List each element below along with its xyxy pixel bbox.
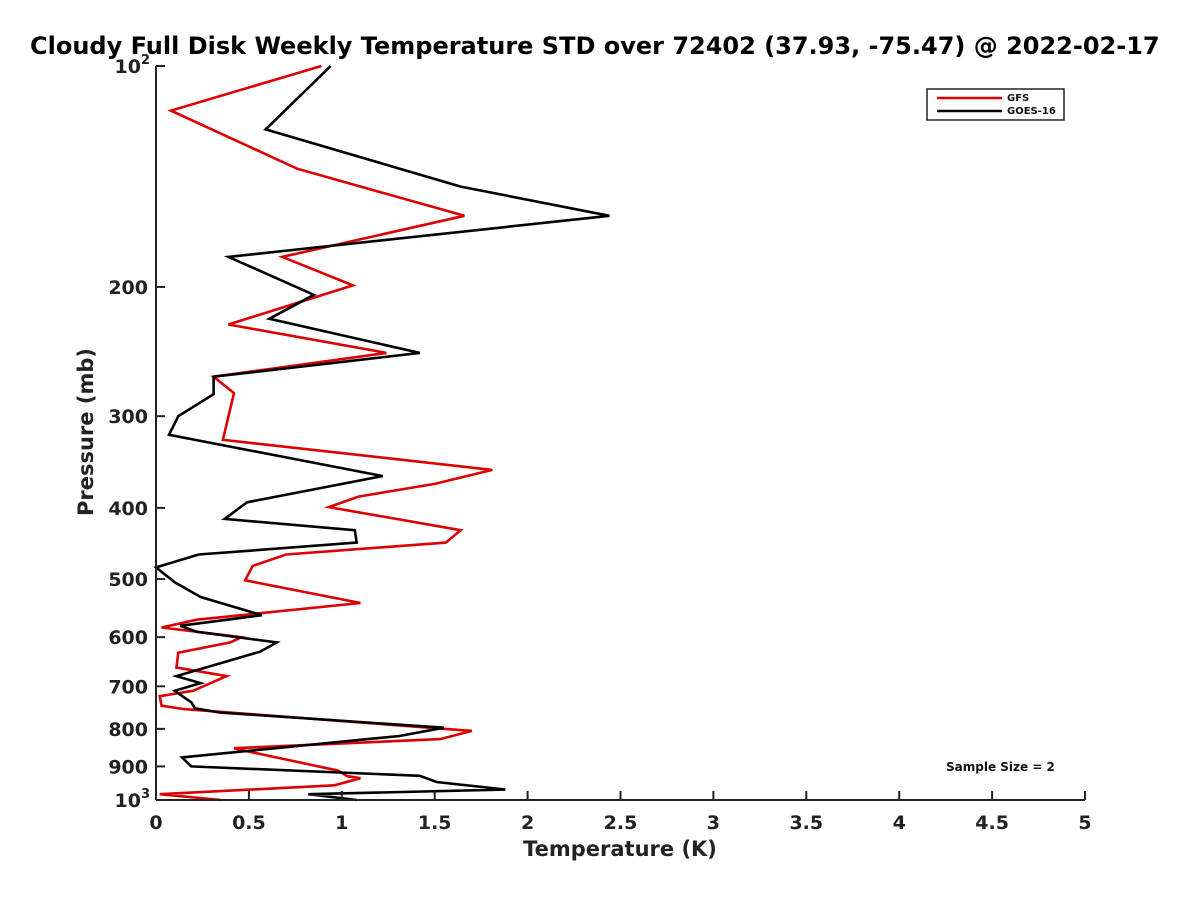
legend-label-goes16: GOES-16 [1007,106,1056,117]
y-tick-label: 102 [115,53,151,78]
sample-size-annotation: Sample Size = 2 [946,760,1055,774]
y-tick-label: 600 [108,627,148,649]
x-tick-label: 1.5 [418,812,452,834]
x-axis-label: Temperature (K) [523,837,717,861]
series-layer [153,64,610,802]
legend-box [926,88,1065,121]
x-tick-label: 0 [149,812,162,834]
y-tick-label: 400 [108,498,148,520]
x-tick-label: 2 [521,812,534,834]
x-tick-label: 1 [335,812,348,834]
y-ticks: 102 200 300 400 500 600 700 800 900 103 [108,53,165,812]
y-tick-label: 500 [108,569,148,591]
series-line-goes16 [153,65,610,802]
legend: GFS GOES-16 [926,88,1065,121]
y-tick-label: 200 [108,277,148,299]
x-tick-label: 3.5 [789,812,823,834]
y-tick-label: 700 [108,676,148,698]
y-tick-label: 103 [115,787,151,812]
y-tick-label: 800 [108,719,148,741]
x-ticks: 0 0.5 1 1.5 2 2.5 3 3.5 4 4.5 5 [149,791,1092,834]
x-tick-label: 5 [1078,812,1091,834]
series-line-gfs [158,64,493,802]
x-tick-label: 4.5 [975,812,1009,834]
chart-title: Cloudy Full Disk Weekly Temperature STD … [30,32,1160,60]
x-tick-label: 3 [707,812,720,834]
axes [155,66,1085,801]
x-tick-label: 0.5 [232,812,266,834]
x-tick-label: 2.5 [604,812,638,834]
y-tick-label: 900 [108,756,148,778]
y-axis-label: Pressure (mb) [74,348,98,516]
legend-label-gfs: GFS [1007,93,1029,104]
y-tick-label: 300 [108,406,148,428]
x-tick-label: 4 [893,812,906,834]
